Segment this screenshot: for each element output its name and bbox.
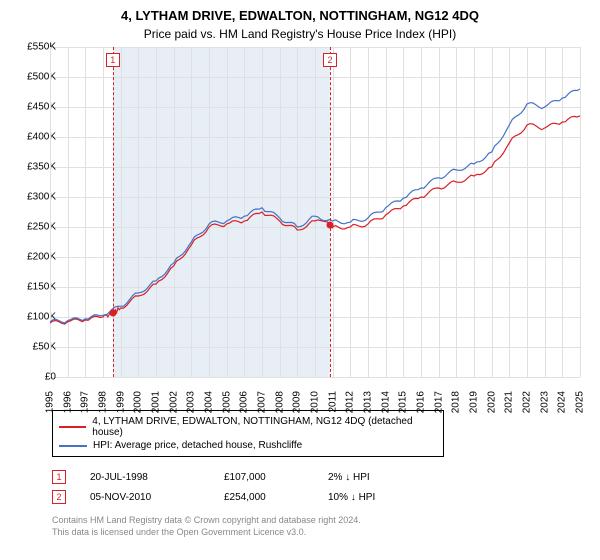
x-axis-tick-label: 2018 [451,391,462,413]
event-vline [330,47,331,377]
x-axis-tick-label: 2000 [133,391,144,413]
footer-line-1: Contains HM Land Registry data © Crown c… [52,515,600,527]
event-number: 1 [52,470,66,484]
x-axis-tick-label: 2024 [557,391,568,413]
event-pct: 2% ↓ HPI [328,472,370,483]
footer-license: Contains HM Land Registry data © Crown c… [52,515,600,538]
x-axis-tick-label: 2019 [469,391,480,413]
x-axis-tick-label: 2006 [239,391,250,413]
event-vline [113,47,114,377]
chart-title: 4, LYTHAM DRIVE, EDWALTON, NOTTINGHAM, N… [0,0,600,23]
plot-region: £0£50K£100K£150K£200K£250K£300K£350K£400… [50,47,580,377]
x-axis-tick-label: 1995 [45,391,56,413]
x-axis-tick-label: 1998 [98,391,109,413]
x-axis-tick-label: 2017 [433,391,444,413]
footer-line-2: This data is licensed under the Open Gov… [52,527,600,539]
x-axis-tick-label: 1997 [80,391,91,413]
chart-subtitle: Price paid vs. HM Land Registry's House … [0,23,600,47]
event-pct: 10% ↓ HPI [328,492,375,503]
x-axis-tick-label: 2020 [486,391,497,413]
x-axis-tick-label: 2001 [151,391,162,413]
x-axis-tick-label: 2005 [221,391,232,413]
event-price: £254,000 [224,492,304,503]
legend-label: HPI: Average price, detached house, Rush… [93,440,302,451]
event-number: 2 [52,490,66,504]
event-badge: 1 [106,53,120,67]
legend-swatch [59,426,86,428]
x-axis-tick-label: 2007 [257,391,268,413]
event-price: £107,000 [224,472,304,483]
x-axis-tick-label: 2015 [398,391,409,413]
x-axis-tick-label: 2016 [416,391,427,413]
legend: 4, LYTHAM DRIVE, EDWALTON, NOTTINGHAM, N… [52,410,444,457]
sale-marker [327,221,334,228]
event-badge: 2 [323,53,337,67]
event-date: 05-NOV-2010 [90,492,200,503]
legend-row: HPI: Average price, detached house, Rush… [59,439,437,452]
x-axis-tick-label: 2014 [380,391,391,413]
x-axis-tick-label: 2012 [345,391,356,413]
x-axis-tick-label: 2022 [522,391,533,413]
x-axis-tick-label: 2023 [539,391,550,413]
series-line [50,116,580,324]
x-axis-tick-label: 2003 [186,391,197,413]
events-table: 1 20-JUL-1998 £107,000 2% ↓ HPI 2 05-NOV-2010… [52,467,600,507]
x-axis-tick-label: 2013 [363,391,374,413]
series-line [50,89,580,323]
x-axis-tick-label: 2010 [310,391,321,413]
line-overlay [50,47,580,377]
event-row: 2 05-NOV-2010 £254,000 10% ↓ HPI [52,487,600,507]
legend-row: 4, LYTHAM DRIVE, EDWALTON, NOTTINGHAM, N… [59,415,437,439]
x-axis-tick-label: 1999 [115,391,126,413]
event-date: 20-JUL-1998 [90,472,200,483]
gridline-h [50,377,580,378]
sale-marker [109,309,116,316]
x-axis-tick-label: 2021 [504,391,515,413]
x-axis-tick-label: 2011 [327,391,338,413]
legend-label: 4, LYTHAM DRIVE, EDWALTON, NOTTINGHAM, N… [92,416,437,438]
event-row: 1 20-JUL-1998 £107,000 2% ↓ HPI [52,467,600,487]
x-axis-tick-label: 2025 [575,391,586,413]
gridline-v [580,47,581,377]
x-axis-tick-label: 1996 [62,391,73,413]
x-axis-tick-label: 2002 [168,391,179,413]
x-axis-tick-label: 2004 [204,391,215,413]
x-axis-tick-label: 2008 [274,391,285,413]
legend-swatch [59,445,87,447]
x-axis-tick-label: 2009 [292,391,303,413]
chart-area: £0£50K£100K£150K£200K£250K£300K£350K£400… [40,47,600,402]
